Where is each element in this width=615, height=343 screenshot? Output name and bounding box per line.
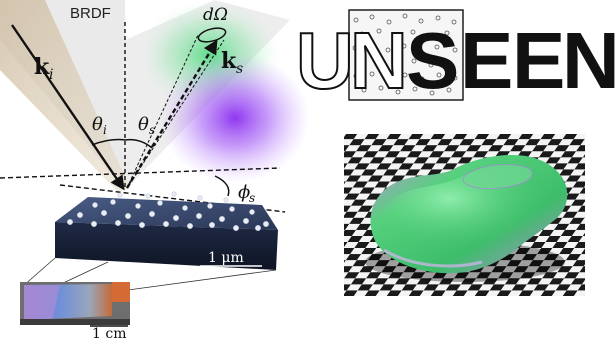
logo-letter-u: U [296,16,354,105]
theta-s-sub: s [149,123,155,137]
incident-vector-label: k i [34,54,53,83]
slab-scale-label: 1 μm [208,250,244,266]
theta-s-arc [124,138,153,149]
logo-letter-s: S [406,16,459,105]
theta-s-label-group: θ s [138,114,155,137]
brdf-diagram: BRDF k i k s dΩ θ i θ s ϕ s 1 μm 1 cm [0,0,310,342]
scatter-k-label: k [221,48,237,74]
logo-letter-n: N [350,16,408,105]
incident-arrow [11,24,125,191]
cone-line-left [126,34,199,189]
sample-photo [20,282,130,327]
logo-letter-e1: E [460,16,513,105]
purple-scatter-glow [160,53,310,183]
incident-beam [0,0,130,192]
metasurface-slab [55,191,278,270]
car-render [344,134,585,296]
phi-s-arc [214,175,230,197]
brdf-title: BRDF [70,5,111,22]
scatter-arrow [125,39,218,189]
nanopillars [66,191,270,231]
theta-i-arc [91,138,126,146]
plane-line-1 [0,167,281,179]
logo-letter-n2: N [562,16,615,105]
unseen-logo: U N S E E N [295,9,615,106]
solid-angle-label: dΩ [203,5,228,25]
logo-letter-e2: E [512,16,565,105]
theta-s-label: θ [138,114,149,135]
incident-k-label: k [34,54,50,80]
slab-front [55,222,278,270]
scatter-sub-label: s [236,61,243,77]
cone-line-right [126,39,225,189]
car-sheen [380,166,554,259]
phi-s-label-group: ϕ s [238,182,255,205]
theta-i-sub: i [103,123,107,137]
incident-sub-label: i [49,67,53,83]
theta-i-label: θ [92,114,103,135]
phi-s-sub: s [249,191,255,205]
photo-scale-label: 1 cm [92,326,126,342]
logo-circle-pattern [352,13,458,96]
zoom-line-3 [127,269,277,291]
logo-highlight-box [348,9,464,101]
scatter-vector-label: k s [221,48,243,77]
solid-angle-ellipse [197,27,227,43]
phi-s-label: ϕ [238,182,250,203]
car-rim-highlight [383,248,483,268]
car-window [462,164,533,190]
theta-i-label-group: θ i [92,114,107,137]
